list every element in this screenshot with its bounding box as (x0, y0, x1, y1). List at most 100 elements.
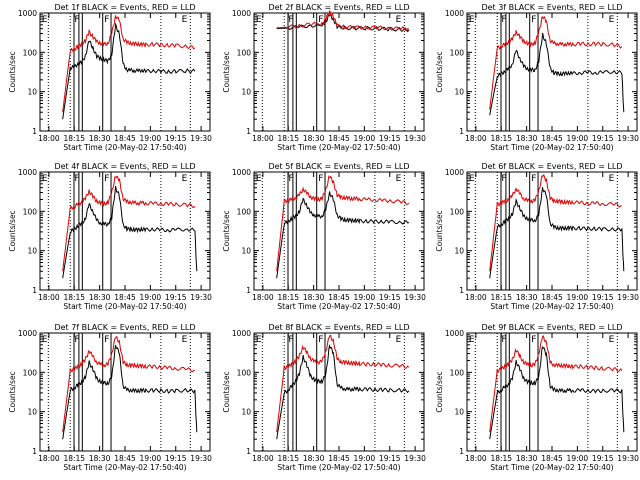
y-axis-label: Counts/sec (8, 51, 17, 92)
y-tick-label: 100 (237, 48, 252, 57)
x-tick-label: 18:15 (277, 134, 299, 143)
interval-marker-label: F (104, 174, 109, 184)
interval-marker-label: E (396, 15, 402, 25)
y-tick-label: 1 (32, 286, 37, 295)
x-axis-label: Start Time (20-May-02 17:50:40) (277, 143, 400, 152)
interval-marker-label: F (104, 335, 109, 345)
interval-marker-label: F (288, 174, 293, 184)
y-tick-label: 100 (237, 368, 252, 377)
x-tick-label: 18:30 (303, 293, 325, 302)
interval-marker-label: E (609, 335, 615, 345)
interval-marker-label: F (318, 15, 323, 25)
x-tick-label: 18:30 (303, 134, 325, 143)
x-tick-label: 18:00 (38, 134, 60, 143)
x-tick-label: 18:45 (328, 293, 350, 302)
events-series-line (489, 345, 625, 440)
panel-title: Det 7f BLACK = Events, RED = LLD (54, 323, 195, 332)
interval-marker-label: F (288, 15, 293, 25)
x-tick-label: 18:00 (465, 454, 487, 463)
x-axis-label: Start Time (20-May-02 17:50:40) (63, 143, 186, 152)
panel-title: Det 4f BLACK = Events, RED = LLD (54, 162, 195, 171)
x-tick-label: 19:15 (379, 454, 401, 463)
interval-marker-label: E (182, 174, 188, 184)
x-tick-label: 18:45 (328, 454, 350, 463)
x-tick-label: 19:00 (354, 454, 376, 463)
x-tick-label: 18:00 (252, 134, 274, 143)
y-tick-label: 10 (241, 408, 251, 417)
panel-title: Det 2f BLACK = Events, RED = LLD (268, 3, 409, 12)
interval-marker-label: E (609, 174, 615, 184)
lld-series-line (62, 175, 196, 272)
y-tick-label: 1000 (445, 329, 464, 338)
x-tick-label: 18:15 (490, 134, 512, 143)
x-tick-label: 18:45 (541, 454, 563, 463)
x-tick-label: 19:15 (165, 293, 187, 302)
x-tick-label: 18:30 (89, 293, 111, 302)
events-series-line (62, 22, 196, 120)
y-axis-label: Counts/sec (222, 210, 231, 251)
x-tick-label: 18:30 (303, 454, 325, 463)
x-axis-label: Start Time (20-May-02 17:50:40) (63, 463, 186, 472)
y-tick-label: 10 (241, 88, 251, 97)
y-axis-label: Counts/sec (435, 51, 444, 92)
events-series-line (276, 344, 410, 440)
interval-marker-label: E (42, 335, 48, 345)
x-tick-label: 19:30 (404, 293, 426, 302)
interval-marker-label: F (74, 174, 79, 184)
x-tick-label: 19:30 (617, 293, 639, 302)
x-tick-label: 19:15 (379, 293, 401, 302)
detector-panel-4: Det 4f BLACK = Events, RED = LLD 1 10 100 10… (8, 162, 212, 311)
x-tick-label: 19:00 (567, 454, 589, 463)
x-tick-label: 18:45 (541, 293, 563, 302)
lld-series-line (276, 334, 410, 433)
x-tick-label: 18:45 (328, 134, 350, 143)
x-tick-label: 19:15 (379, 134, 401, 143)
x-axis-label: Start Time (20-May-02 17:50:40) (490, 302, 613, 311)
y-tick-label: 1 (246, 447, 251, 456)
interval-marker-label: F (531, 15, 536, 25)
interval-marker-label: F (501, 174, 506, 184)
x-tick-label: 19:30 (404, 134, 426, 143)
plot-frame (466, 171, 638, 291)
x-tick-label: 18:15 (277, 454, 299, 463)
interval-marker-label: E (182, 335, 188, 345)
interval-marker-label: F (501, 335, 506, 345)
panel-title: Det 1f BLACK = Events, RED = LLD (54, 3, 195, 12)
y-tick-label: 100 (237, 207, 252, 216)
x-tick-label: 18:00 (38, 454, 60, 463)
x-tick-label: 18:45 (114, 134, 136, 143)
interval-marker-label: F (531, 335, 536, 345)
y-tick-label: 1000 (232, 168, 251, 177)
x-tick-label: 19:30 (404, 454, 426, 463)
y-tick-label: 10 (454, 247, 464, 256)
events-series-line (62, 345, 198, 440)
interval-marker-label: F (74, 335, 79, 345)
y-axis-label: Counts/sec (8, 210, 17, 251)
x-tick-label: 18:30 (89, 134, 111, 143)
x-axis-label: Start Time (20-May-02 17:50:40) (277, 463, 400, 472)
panel-title: Det 5f BLACK = Events, RED = LLD (268, 162, 409, 171)
x-tick-label: 18:15 (277, 293, 299, 302)
interval-marker-label: F (318, 174, 323, 184)
y-tick-label: 10 (241, 247, 251, 256)
lld-series-line (489, 173, 623, 272)
y-axis-label: Counts/sec (222, 51, 231, 92)
interval-marker-label: F (531, 174, 536, 184)
lld-series-line (489, 16, 623, 110)
interval-marker-label: F (501, 15, 506, 25)
events-series-line (276, 13, 410, 33)
lld-series-line (489, 334, 623, 433)
x-axis-label: Start Time (20-May-02 17:50:40) (277, 302, 400, 311)
interval-marker-label: E (256, 15, 262, 25)
events-series-line (276, 191, 410, 279)
detector-panel-7: Det 7f BLACK = Events, RED = LLD 1 10 100 10… (8, 323, 212, 472)
x-tick-label: 18:15 (490, 293, 512, 302)
interval-marker-label: E (182, 15, 188, 25)
x-tick-label: 19:15 (592, 134, 614, 143)
y-tick-label: 1 (246, 286, 251, 295)
x-tick-label: 19:00 (140, 134, 162, 143)
x-tick-label: 19:00 (354, 134, 376, 143)
x-tick-label: 19:00 (140, 293, 162, 302)
y-tick-label: 1000 (232, 9, 251, 18)
